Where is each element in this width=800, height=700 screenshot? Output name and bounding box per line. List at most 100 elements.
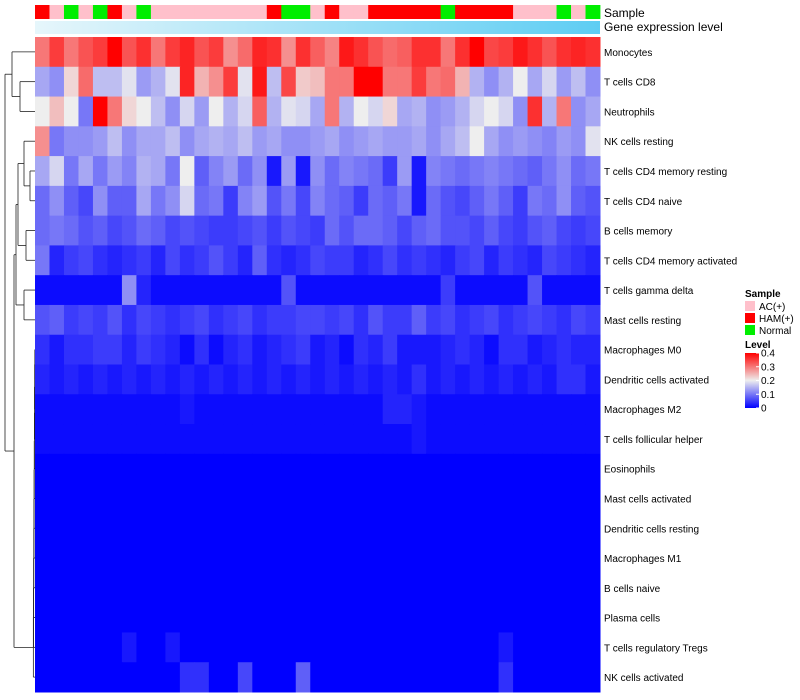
heatmap-cell xyxy=(339,156,355,187)
heatmap-cell xyxy=(295,453,311,485)
heatmap-cell xyxy=(92,126,108,157)
heatmap-cell xyxy=(281,632,297,663)
heatmap-cell xyxy=(136,364,152,395)
heatmap-cell xyxy=(484,215,500,246)
heatmap-cell xyxy=(397,364,413,395)
heatmap-cell xyxy=(484,662,500,693)
heatmap-cell xyxy=(469,66,485,98)
heatmap-cell xyxy=(281,334,297,365)
heatmap-cell xyxy=(223,513,239,544)
heatmap-cell xyxy=(469,126,485,157)
heatmap-cell xyxy=(339,662,355,693)
heatmap-cell xyxy=(92,483,108,514)
row-label: Dendritic cells resting xyxy=(604,524,699,535)
heatmap-cell xyxy=(455,394,471,425)
heatmap-cell xyxy=(411,572,427,604)
heatmap-cell xyxy=(92,156,108,187)
sample-annotation-cell xyxy=(63,5,79,19)
heatmap-cell xyxy=(223,543,239,574)
heatmap-cell xyxy=(107,424,123,455)
heatmap-cell xyxy=(513,156,529,187)
heatmap-cell xyxy=(411,156,427,187)
heatmap-cell xyxy=(237,483,253,514)
row-label: B cells memory xyxy=(604,227,672,238)
heatmap-cell xyxy=(49,632,65,663)
heatmap-cell xyxy=(252,543,268,574)
heatmap-cell xyxy=(208,126,224,157)
legend-sample-entries: AC(+)HAM(+)Normal xyxy=(745,301,794,337)
heatmap-cell xyxy=(252,364,268,395)
heatmap-cell xyxy=(368,37,384,68)
heatmap-cell xyxy=(426,543,442,574)
heatmap-cell xyxy=(35,483,50,514)
heatmap-cell xyxy=(585,364,601,395)
heatmap-cell xyxy=(150,364,166,395)
heatmap-cell xyxy=(542,424,558,455)
sample-annotation-cell xyxy=(136,5,152,19)
heatmap-cell xyxy=(49,513,65,544)
heatmap-cell xyxy=(411,394,427,425)
heatmap-cell xyxy=(35,662,50,693)
row-label: Macrophages M2 xyxy=(604,405,682,416)
heatmap-cell xyxy=(353,632,369,663)
heatmap-cell xyxy=(281,364,297,395)
heatmap-cell xyxy=(469,96,485,127)
heatmap-cell xyxy=(121,66,137,98)
heatmap-cell xyxy=(223,394,239,425)
heatmap-cell xyxy=(63,364,79,395)
heatmap-cell xyxy=(295,245,311,276)
heatmap-cell xyxy=(295,513,311,544)
heatmap-cell xyxy=(585,632,601,663)
heatmap-cell xyxy=(223,275,239,306)
heatmap-cell xyxy=(324,543,340,574)
heatmap-cell xyxy=(310,156,326,187)
heatmap-cell xyxy=(498,632,514,663)
heatmap-cell xyxy=(295,66,311,98)
heatmap-cell xyxy=(368,304,384,336)
heatmap-cell xyxy=(49,334,65,365)
heatmap-cell xyxy=(368,126,384,157)
heatmap-cell xyxy=(266,245,282,276)
heatmap-cell xyxy=(266,483,282,514)
heatmap-cell xyxy=(571,215,587,246)
heatmap-cell xyxy=(208,185,224,217)
heatmap-cell xyxy=(165,394,181,425)
heatmap-cell xyxy=(426,394,442,425)
heatmap-cell xyxy=(35,513,50,544)
heatmap-cell xyxy=(295,394,311,425)
heatmap-cell xyxy=(556,483,572,514)
heatmap-cell xyxy=(513,662,529,693)
heatmap-cell xyxy=(194,304,210,336)
heatmap-cell xyxy=(136,424,152,455)
heatmap-cell xyxy=(63,215,79,246)
heatmap-cell xyxy=(469,572,485,604)
heatmap-cell xyxy=(310,424,326,455)
legend-level-tick-label: 0.2 xyxy=(761,376,775,387)
sample-annotation-cell xyxy=(324,5,340,19)
heatmap-cell xyxy=(63,602,79,633)
heatmap-cell xyxy=(35,156,50,187)
heatmap-cell xyxy=(237,126,253,157)
heatmap-cell xyxy=(397,66,413,98)
heatmap-cell xyxy=(266,304,282,336)
heatmap-cell xyxy=(121,632,137,663)
heatmap-cell xyxy=(295,275,311,306)
heatmap-cell xyxy=(78,215,94,246)
heatmap-cell xyxy=(107,245,123,276)
heatmap-cell xyxy=(353,364,369,395)
heatmap-cell xyxy=(455,245,471,276)
heatmap-cell xyxy=(397,334,413,365)
heatmap-cell xyxy=(266,185,282,217)
heatmap-cell xyxy=(179,215,195,246)
sample-annotation-cell xyxy=(339,5,355,19)
heatmap-cell xyxy=(353,602,369,633)
heatmap-cell xyxy=(426,453,442,485)
heatmap-cell xyxy=(208,513,224,544)
heatmap-cell xyxy=(252,483,268,514)
heatmap-cell xyxy=(237,37,253,68)
heatmap-cell xyxy=(252,275,268,306)
heatmap-cell xyxy=(208,394,224,425)
heatmap-cell xyxy=(571,334,587,365)
heatmap-cell xyxy=(194,96,210,127)
heatmap-cell xyxy=(571,572,587,604)
